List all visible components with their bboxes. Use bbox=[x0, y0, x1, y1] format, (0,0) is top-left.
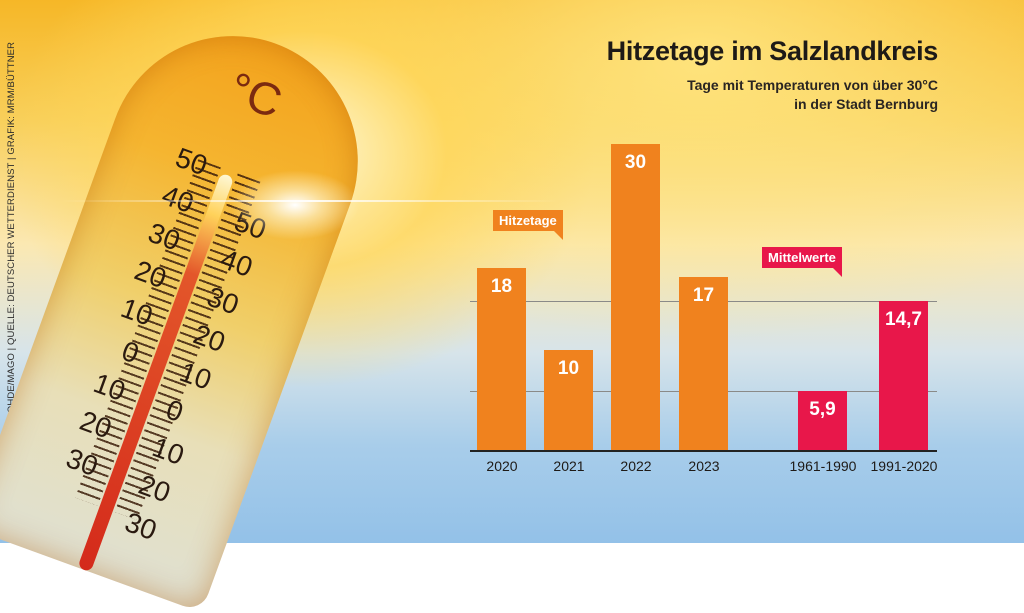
bar-2023: 17 bbox=[679, 277, 728, 451]
x-label-1961-1990: 1961-1990 bbox=[789, 458, 857, 474]
bar-value: 30 bbox=[624, 152, 647, 173]
x-label-2020: 2020 bbox=[486, 458, 518, 474]
x-label-2022: 2022 bbox=[620, 458, 652, 474]
x-axis-baseline bbox=[470, 450, 937, 452]
x-label-2021: 2021 bbox=[553, 458, 585, 474]
sun-flare bbox=[230, 170, 360, 240]
bar-2020: 18 bbox=[477, 268, 526, 451]
legend-tag-mittelwerte: Mittelwerte bbox=[762, 247, 842, 277]
sun-flare-streak bbox=[60, 200, 560, 202]
x-label-1991-2020: 1991-2020 bbox=[870, 458, 938, 474]
bar-value: 14,7 bbox=[885, 309, 922, 330]
bar-2022: 30 bbox=[611, 144, 660, 451]
bar-2021: 10 bbox=[544, 350, 593, 451]
x-label-2023: 2023 bbox=[688, 458, 720, 474]
subtitle-line-2: in der Stadt Bernburg bbox=[794, 96, 938, 112]
subtitle-line-1: Tage mit Temperaturen von über 30°C bbox=[687, 77, 938, 93]
bar-value: 18 bbox=[490, 276, 513, 297]
bar-1961-1990: 5,9 bbox=[798, 391, 847, 451]
chart-subtitle: Tage mit Temperaturen von über 30°C in d… bbox=[687, 76, 938, 114]
bar-value: 17 bbox=[692, 285, 715, 306]
bar-1991-2020: 14,7 bbox=[879, 301, 928, 451]
bar-value: 5,9 bbox=[809, 399, 836, 420]
legend-tag-hitzetage: Hitzetage bbox=[493, 210, 563, 240]
chart-title: Hitzetage im Salzlandkreis bbox=[606, 36, 939, 66]
bar-value: 10 bbox=[557, 358, 580, 379]
